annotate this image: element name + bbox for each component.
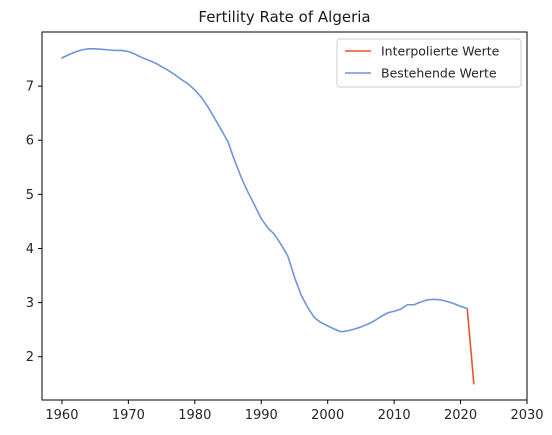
interpolated-series-line [466,307,475,385]
y-axis: 2 3 4 5 6 7 [26,80,42,365]
y-tick-label: 5 [26,188,34,203]
chart-title: Fertility Rate of Algeria [198,8,370,26]
plot-frame [41,31,528,401]
y-tick-label: 2 [26,350,34,365]
legend-label-existing: Bestehende Werte [381,66,497,81]
x-tick-label: 1990 [245,408,278,423]
x-tick-label: 1970 [112,408,145,423]
x-tick-label: 1980 [178,408,211,423]
y-tick-label: 3 [26,296,34,311]
x-tick-label: 2000 [311,408,344,423]
x-tick-label: 2020 [444,408,477,423]
x-tick-label: 2030 [510,408,543,423]
legend: Interpolierte Werte Bestehende Werte [336,38,522,88]
existing-series-line [61,47,469,333]
legend-box [336,38,522,88]
x-axis: 1960 1970 1980 1990 2000 2010 2020 2030 [45,400,544,423]
x-tick-label: 2010 [378,408,411,423]
x-tick-label: 1960 [45,408,78,423]
y-tick-label: 7 [26,80,34,95]
series-layer [61,47,475,385]
y-tick-label: 4 [26,242,34,257]
legend-label-interpolated: Interpolierte Werte [381,44,500,59]
y-tick-label: 6 [26,134,34,149]
